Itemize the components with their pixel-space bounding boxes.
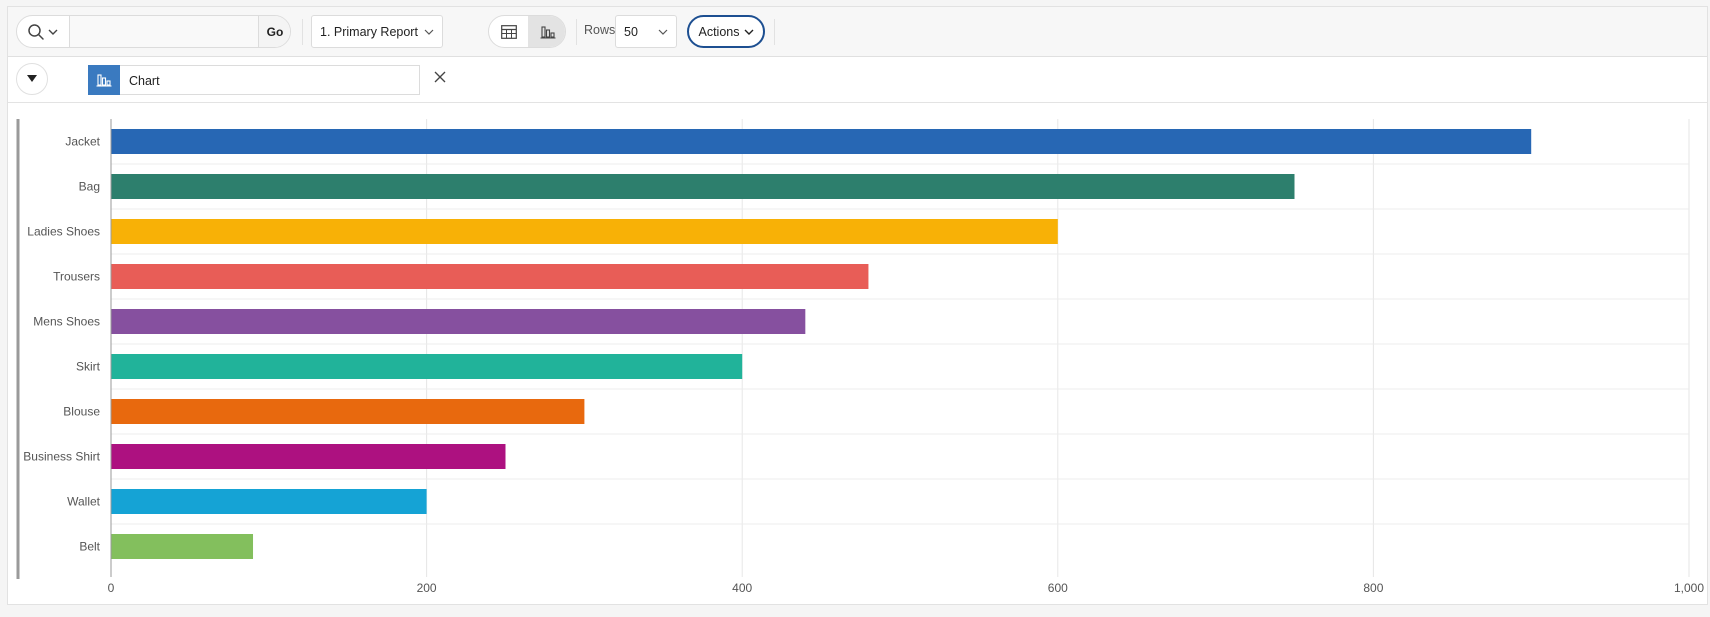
bar	[111, 264, 869, 289]
bar	[111, 354, 743, 379]
y-tick-label: Blouse	[63, 405, 100, 419]
y-tick-label: Belt	[79, 540, 100, 554]
report-toolbar: Go 1. Primary Report	[8, 7, 1707, 57]
rows-select-value: 50	[624, 24, 638, 39]
search-column-button[interactable]	[17, 16, 68, 47]
bar	[111, 219, 1058, 244]
close-icon	[434, 71, 446, 83]
y-tick-label: Wallet	[67, 495, 101, 509]
actions-button[interactable]: Actions	[687, 15, 765, 48]
bar	[111, 174, 1295, 199]
y-tick-label: Jacket	[65, 135, 100, 149]
bar	[111, 399, 585, 424]
rows-label: Rows	[584, 23, 616, 37]
x-tick-label: 600	[1048, 581, 1068, 595]
x-tick-label: 200	[417, 581, 437, 595]
collapse-toggle-button[interactable]	[16, 63, 48, 95]
x-tick-label: 0	[108, 581, 115, 595]
search-group: Go	[16, 15, 291, 48]
chart-setting-chip[interactable]: Chart	[88, 65, 420, 95]
bar	[111, 309, 806, 334]
y-tick-label: Trousers	[53, 270, 100, 284]
chart-view-button[interactable]	[528, 16, 565, 47]
y-tick-label: Ladies Shoes	[27, 225, 100, 239]
caret-down-icon	[27, 75, 37, 82]
remove-chart-button[interactable]	[432, 69, 448, 85]
rows-select[interactable]: 50	[615, 15, 677, 48]
bar-chart-icon	[540, 25, 555, 39]
x-tick-label: 1,000	[1674, 581, 1704, 595]
search-input[interactable]	[69, 16, 259, 47]
report-view-button[interactable]	[489, 16, 528, 47]
bar	[111, 444, 506, 469]
bar	[111, 534, 254, 559]
chevron-down-icon	[658, 29, 668, 35]
toolbar-divider	[774, 19, 775, 45]
bar	[111, 489, 427, 514]
chart-chip-label: Chart	[129, 74, 160, 88]
y-tick-label: Bag	[79, 180, 100, 194]
x-tick-label: 800	[1363, 581, 1383, 595]
x-tick-label: 400	[732, 581, 752, 595]
bar-chart-icon	[96, 74, 112, 87]
table-icon	[500, 24, 517, 39]
toolbar-divider	[576, 19, 577, 45]
chart-chip-icon	[88, 65, 120, 95]
view-toggle	[488, 15, 566, 48]
report-settings-bar: Chart	[8, 57, 1707, 103]
actions-label: Actions	[698, 24, 740, 39]
chevron-down-icon	[744, 29, 753, 35]
y-tick-label: Mens Shoes	[33, 315, 100, 329]
y-tick-label: Skirt	[76, 360, 101, 374]
bar	[111, 129, 1532, 154]
report-select[interactable]: 1. Primary Report	[311, 15, 443, 48]
report-select-value: 1. Primary Report	[320, 24, 418, 39]
go-button[interactable]: Go	[259, 16, 290, 47]
chevron-down-icon	[424, 29, 434, 35]
toolbar-divider	[302, 19, 303, 45]
search-icon	[28, 23, 44, 40]
chevron-down-icon	[48, 29, 58, 35]
y-tick-label: Business Shirt	[23, 450, 100, 464]
